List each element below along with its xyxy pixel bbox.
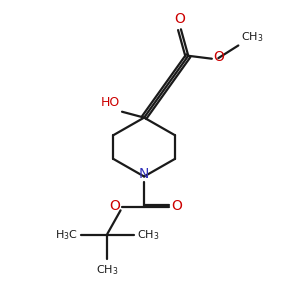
Text: O: O <box>213 50 224 64</box>
Text: CH$_3$: CH$_3$ <box>137 229 159 242</box>
Text: CH$_3$: CH$_3$ <box>241 30 263 44</box>
Text: CH$_3$: CH$_3$ <box>96 263 118 277</box>
Text: O: O <box>109 199 120 213</box>
Text: O: O <box>174 12 185 26</box>
Text: O: O <box>172 199 182 213</box>
Text: HO: HO <box>100 96 120 109</box>
Text: N: N <box>139 167 149 181</box>
Text: H$_3$C: H$_3$C <box>55 229 78 242</box>
